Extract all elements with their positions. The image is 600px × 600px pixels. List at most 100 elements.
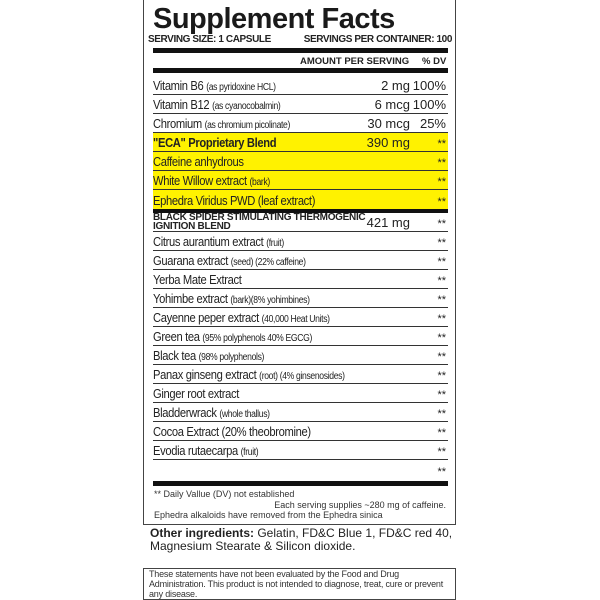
ingredient-name: Black tea (98% polyphenols) <box>153 348 264 363</box>
ingredient-name: Caffeine anhydrous <box>153 154 244 169</box>
ingredient-note: (as chromium picolinate) <box>204 120 291 131</box>
ingredient-dv: ** <box>437 294 446 306</box>
ingredient-amount: 6 mcg <box>374 97 410 112</box>
ingredient-dv: 100% <box>412 78 446 93</box>
ingredient-name: Ginger root extract <box>153 386 239 401</box>
ingredient-name-text: White Willow extract <box>153 173 247 188</box>
ingredient-note: (bark) <box>249 177 271 188</box>
ingredient-row: Caffeine anhydrous ** <box>153 152 448 171</box>
ingredient-name: Citrus aurantium extract (fruit) <box>153 234 284 249</box>
servings-per-container: SERVINGS PER CONTAINER: 100 <box>303 34 453 45</box>
ingredient-row: Guarana extract (seed) (22% caffeine) ** <box>153 251 448 270</box>
ingredient-amount: 390 mg <box>366 135 410 150</box>
ingredient-name-text: Cayenne peper extract <box>153 310 259 325</box>
ingredient-row: Chromium (as chromium picolinate) 30 mcg 2… <box>153 114 448 133</box>
ingredient-row: Cayenne peper extract (40,000 Heat Units… <box>153 308 448 327</box>
ingredient-note: (98% polyphenols) <box>198 352 265 363</box>
ingredient-amount: 2 mg <box>381 78 410 93</box>
ingredient-name-text: Ephedra Viridus PWD (leaf extract) <box>153 193 316 208</box>
ingredient-name-text: Cocoa Extract (20% theobromine) <box>153 424 311 439</box>
divider-thick <box>153 481 448 486</box>
ingredient-dv: ** <box>437 370 446 382</box>
ingredient-name: Yerba Mate Extract <box>153 272 242 287</box>
ingredient-row: "ECA" Proprietary Blend 390 mg ** <box>153 133 448 152</box>
ingredient-row: Yerba Mate Extract ** <box>153 270 448 289</box>
ingredient-name: Yohimbe extract (bark)(8% yohimbines) <box>153 291 310 306</box>
ingredient-row: Green tea (95% polyphenols 40% EGCG) ** <box>153 327 448 346</box>
ingredient-note: (95% polyphenols 40% EGCG) <box>202 333 313 344</box>
ingredient-name: Panax ginseng extract (root) (4% ginseno… <box>153 367 345 382</box>
dv-header: % DV <box>422 56 447 67</box>
ingredient-name-text: Bladderwrack <box>153 405 217 420</box>
ingredient-row: Ephedra Viridus PWD (leaf extract) ** <box>153 190 448 209</box>
ingredient-row: Evodia rutaecarpa (fruit) ** <box>153 441 448 460</box>
ingredient-dv: ** <box>437 408 446 420</box>
ingredient-row: Bladderwrack (whole thallus) ** <box>153 403 448 422</box>
ingredient-name-text: BLACK SPIDER STIMULATING THERMOGENIC IGN… <box>153 212 366 232</box>
other-ingredients: Other ingredients: Gelatin, FD&C Blue 1,… <box>150 527 453 553</box>
footnotes: ** Daily Vallue (DV) not established Eac… <box>154 489 446 521</box>
ingredient-note: (as cyanocobalmin) <box>212 101 281 112</box>
divider-thick <box>153 209 448 213</box>
ingredient-row: Panax ginseng extract (root) (4% ginseno… <box>153 365 448 384</box>
ingredient-dv: ** <box>437 256 446 268</box>
ingredient-row: Yohimbe extract (bark)(8% yohimbines) ** <box>153 289 448 308</box>
ingredient-name: Guarana extract (seed) (22% caffeine) <box>153 253 306 268</box>
ingredient-amount: 421 mg <box>366 215 410 230</box>
ingredient-dv: ** <box>437 427 446 439</box>
ingredient-row: Vitamin B12 (as cyanocobalmin) 6 mcg 100% <box>153 95 448 114</box>
ingredient-name-text: Citrus aurantium extract <box>153 234 264 249</box>
ingredient-name: Vitamin B6 (as pyridoxine HCL) <box>153 78 276 93</box>
panel-title: Supplement Facts <box>153 3 395 35</box>
ingredient-name-text: Guarana extract <box>153 253 229 268</box>
ingredient-dv: ** <box>437 196 446 208</box>
ingredient-dv: ** <box>437 176 446 188</box>
disclaimer-box: These statements have not been evaluated… <box>143 568 456 600</box>
ingredient-name: Cocoa Extract (20% theobromine) <box>153 424 311 439</box>
ingredient-dv: ** <box>437 157 446 169</box>
ingredient-dv: ** <box>437 351 446 363</box>
ingredient-dv: ** <box>437 446 446 458</box>
ingredient-row: Citrus aurantium extract (fruit) ** <box>153 232 448 251</box>
ingredient-dv: ** <box>437 313 446 325</box>
ingredient-dv: ** <box>437 218 446 230</box>
ingredient-name-text: Panax ginseng extract <box>153 367 257 382</box>
ingredient-row: BLACK SPIDER STIMULATING THERMOGENIC IGN… <box>153 213 448 232</box>
ingredient-row: Cocoa Extract (20% theobromine) ** <box>153 422 448 441</box>
footnote-ephedra: Ephedra alkaloids have removed from the … <box>154 510 383 520</box>
ingredient-name-text: Green tea <box>153 329 200 344</box>
ingredient-note: (fruit) <box>240 447 259 458</box>
ingredient-name: Ephedra Viridus PWD (leaf extract) <box>153 193 315 208</box>
ingredient-name: "ECA" Proprietary Blend <box>153 135 277 150</box>
ingredient-name-text: Yerba Mate Extract <box>153 272 242 287</box>
other-ingredients-label: Other ingredients: <box>150 526 255 540</box>
ingredient-name-text: "ECA" Proprietary Blend <box>153 135 277 150</box>
ingredient-name: Green tea (95% polyphenols 40% EGCG) <box>153 329 312 344</box>
ingredient-name-text: Yohimbe extract <box>153 291 228 306</box>
ingredient-note: (seed) (22% caffeine) <box>230 257 306 268</box>
ingredient-name: White Willow extract (bark) <box>153 173 270 188</box>
supplement-facts-panel <box>143 0 456 525</box>
ingredient-row: Vitamin B6 (as pyridoxine HCL) 2 mg 100% <box>153 76 448 95</box>
ingredient-dv: 100% <box>412 97 446 112</box>
ingredient-name-text: Black tea <box>153 348 196 363</box>
disclaimer-line: These statements have not been evaluated… <box>149 569 399 589</box>
ingredient-row: ** <box>153 460 448 479</box>
ingredient-dv: ** <box>437 466 446 478</box>
divider-thick <box>153 68 448 73</box>
ingredient-name: Bladderwrack (whole thallus) <box>153 405 270 420</box>
disclaimer-line: This product is not intended to diagnose… <box>149 579 444 599</box>
ingredient-name-text: Evodia rutaecarpa <box>153 443 238 458</box>
ingredient-note: (as pyridoxine HCL) <box>206 82 276 93</box>
ingredient-note: (whole thallus) <box>219 409 270 420</box>
ingredient-name: Evodia rutaecarpa (fruit) <box>153 443 259 458</box>
divider-thick <box>153 48 448 53</box>
ingredient-dv: ** <box>437 275 446 287</box>
ingredient-name: Chromium (as chromium picolinate) <box>153 116 290 131</box>
ingredient-name-text: Vitamin B6 <box>153 78 204 93</box>
ingredient-dv: ** <box>437 138 446 150</box>
ingredient-row: White Willow extract (bark) ** <box>153 171 448 190</box>
footnote-dv: ** Daily Vallue (DV) not established <box>154 489 295 499</box>
ingredient-dv: ** <box>437 389 446 401</box>
ingredient-dv: ** <box>437 332 446 344</box>
